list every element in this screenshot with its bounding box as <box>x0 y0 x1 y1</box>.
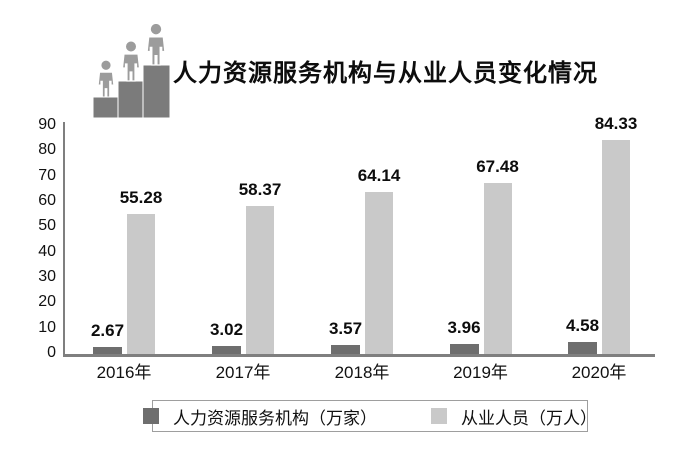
bar-institutions-2018年 <box>331 345 360 354</box>
value-label-employees: 64.14 <box>357 166 401 185</box>
bar-institutions-2019年 <box>449 344 479 354</box>
value-label-institutions: 4.58 <box>565 316 600 335</box>
y-tick-label: 90 <box>38 116 56 133</box>
bar-institutions-2020年 <box>568 342 597 354</box>
x-tick-label: 2019年 <box>453 363 508 382</box>
y-tick-label: 0 <box>47 344 56 361</box>
bar-institutions-2016年 <box>93 347 122 354</box>
bar-employees-2017年 <box>246 206 274 354</box>
value-label-employees: 84.33 <box>594 114 638 133</box>
y-tick-label: 10 <box>38 318 56 336</box>
legend-label-institutions: 人力资源服务机构（万家） <box>173 408 377 428</box>
chart-title: 人力资源服务机构与从业人员变化情况 <box>173 60 598 87</box>
value-label-employees: 55.28 <box>119 188 163 207</box>
bar-employees-2016年 <box>127 214 155 354</box>
x-axis-line <box>63 354 655 357</box>
legend-swatch-employees <box>431 408 447 424</box>
bar-institutions-2017年 <box>212 346 241 354</box>
value-label-employees: 58.37 <box>238 180 282 199</box>
bar-employees-2019年 <box>483 183 512 354</box>
y-tick-label: 30 <box>38 268 56 285</box>
x-tick-label: 2018年 <box>334 363 390 382</box>
y-tick-label: 60 <box>38 192 56 209</box>
x-tick-label: 2020年 <box>571 363 627 382</box>
y-axis-line <box>63 122 65 355</box>
bar-employees-2020年 <box>602 140 630 354</box>
bar-employees-2018年 <box>365 192 393 354</box>
value-label-institutions: 3.02 <box>209 320 244 339</box>
x-tick-label: 2017年 <box>215 363 271 382</box>
value-label-institutions: 3.96 <box>447 318 481 337</box>
value-label-institutions: 3.57 <box>328 319 363 338</box>
legend-swatch-institutions <box>143 408 159 424</box>
y-tick-label: 80 <box>38 141 56 159</box>
y-tick-label: 70 <box>38 166 56 184</box>
y-tick-label: 20 <box>38 293 56 311</box>
value-label-employees: 67.48 <box>476 157 519 176</box>
legend: 人力资源服务机构（万家） 从业人员（万人） <box>143 400 597 432</box>
y-tick-label: 50 <box>38 217 56 235</box>
value-label-institutions: 2.67 <box>90 321 125 340</box>
legend-label-employees: 从业人员（万人） <box>461 408 597 428</box>
x-tick-label: 2016年 <box>96 363 152 382</box>
people-on-steps-icon <box>92 24 171 118</box>
y-tick-label: 40 <box>38 242 56 260</box>
